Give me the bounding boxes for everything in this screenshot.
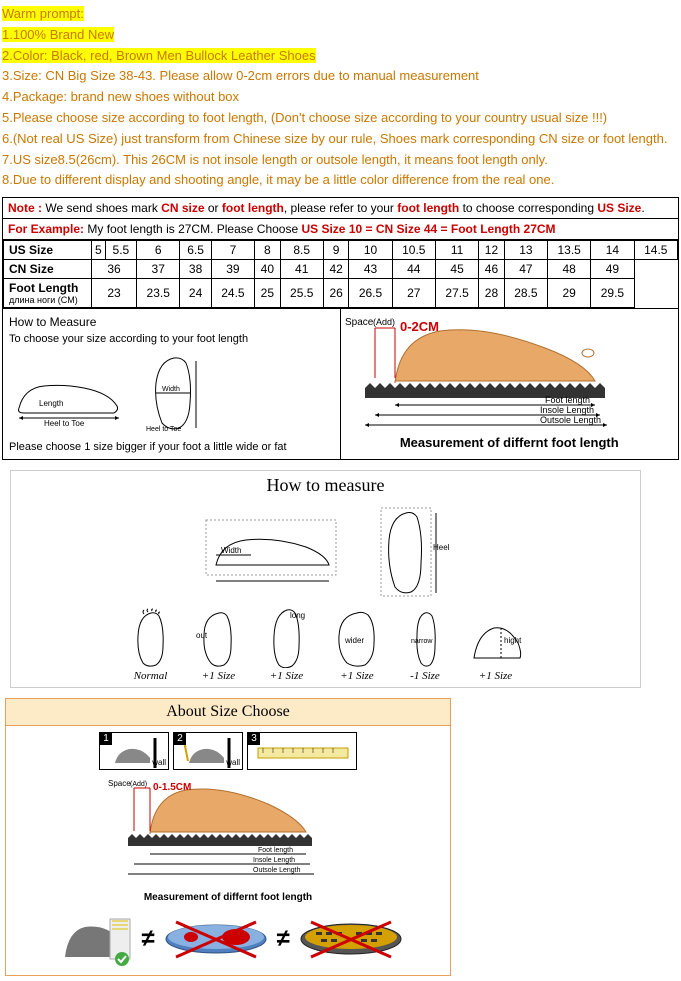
foot-narrow-icon: narrow xyxy=(403,608,448,668)
measure-left-line1: To choose your size according to your fo… xyxy=(9,333,334,345)
svg-text:Width: Width xyxy=(221,546,241,555)
warm-prompt-block: Warm prompt: 1.100% Brand New 2.Color: B… xyxy=(0,0,681,195)
step-1: 1 wall xyxy=(99,732,169,770)
htm-row1: Width Heel to Toe xyxy=(201,505,451,600)
step3-icon xyxy=(248,733,358,771)
svg-text:narrow: narrow xyxy=(411,638,433,645)
foot-long-icon: long xyxy=(262,608,312,668)
svg-text:(Add): (Add) xyxy=(373,317,395,327)
note-line-2: For Example: My foot length is 27CM. Ple… xyxy=(3,219,678,240)
sock-foot-icon xyxy=(50,909,135,969)
size-table: US Size 55.566.5788.591010.511121313.514… xyxy=(3,240,678,308)
fl-label: Foot Lengthдлина ноги (CM) xyxy=(4,279,92,308)
svg-text:Length: Length xyxy=(39,399,63,408)
foot-top-outline-icon: Heel to Toe xyxy=(371,505,451,600)
warm-prompt-title: Warm prompt: xyxy=(2,4,679,25)
foot-measurement-diagram: Space (Add) 0-2CM Foot length Insole Len… xyxy=(345,313,645,433)
measure-right-caption: Measurement of differnt foot length xyxy=(345,435,675,450)
svg-text:Insole Length: Insole Length xyxy=(540,405,594,415)
svg-text:out: out xyxy=(196,631,208,640)
foot-hight-icon: hight xyxy=(466,608,526,668)
neq-row: ≠ ≠ xyxy=(50,909,405,969)
about-size-title: About Size Choose xyxy=(6,699,450,726)
size-chart-block: Note : We send shoes mark CN size or foo… xyxy=(2,197,679,460)
svg-text:Insole Length: Insole Length xyxy=(253,857,295,864)
foot-wider: wider +1 Size xyxy=(330,608,385,682)
foot-normal-icon xyxy=(126,608,176,668)
step-3: 3 xyxy=(247,732,357,770)
note-line-1: Note : We send shoes mark CN size or foo… xyxy=(3,198,678,219)
foot-wider-icon: wider xyxy=(330,608,385,668)
foot-normal: Normal xyxy=(126,608,176,682)
foot-hight: hight +1 Size xyxy=(466,608,526,682)
foot-out: out +1 Size xyxy=(194,608,244,682)
warm-line-5: 5.Please choose size according to foot l… xyxy=(2,108,679,129)
about-size-body: 1 wall 2 wall 3 Space (Add) xyxy=(6,726,450,975)
svg-text:Space: Space xyxy=(345,317,374,328)
svg-text:Foot length: Foot length xyxy=(545,395,590,405)
svg-text:wider: wider xyxy=(344,636,364,645)
foot-out-icon: out xyxy=(194,608,244,668)
about-caption: Measurement of differnt foot length xyxy=(144,892,312,903)
how-to-measure-block: How to measure Width Heel to Toe Normal xyxy=(10,470,641,688)
foot-long: long +1 Size xyxy=(262,608,312,682)
warm-line-2: 2.Color: Black, red, Brown Men Bullock L… xyxy=(2,46,679,67)
measure-right: Space (Add) 0-2CM Foot length Insole Len… xyxy=(341,309,679,459)
htm-body: Width Heel to Toe Normal out +1 Size lon… xyxy=(11,500,640,687)
insole-icon xyxy=(161,917,271,962)
outsole-icon xyxy=(296,917,406,962)
foot-diagrams-row: Length Heel to Toe Width Heel to Toe xyxy=(9,353,334,433)
measure-left-bottom: Please choose 1 size bigger if your foot… xyxy=(9,441,334,453)
warm-line-8: 8.Due to different display and shooting … xyxy=(2,170,679,191)
cn-label: CN Size xyxy=(4,260,92,279)
measure-left: How to Measure To choose your size accor… xyxy=(3,309,341,459)
svg-text:0-2CM: 0-2CM xyxy=(400,319,439,334)
step-row: 1 wall 2 wall 3 xyxy=(99,732,357,770)
svg-text:hight: hight xyxy=(504,636,522,645)
step-2: 2 wall xyxy=(173,732,243,770)
svg-text:Heel to Toe: Heel to Toe xyxy=(146,426,181,433)
neq-1: ≠ xyxy=(141,925,154,953)
svg-text:Width: Width xyxy=(162,386,180,393)
svg-text:Outsole Length: Outsole Length xyxy=(540,415,601,425)
warm-line-3: 3.Size: CN Big Size 38-43. Please allow … xyxy=(2,66,679,87)
size-row-us: US Size 55.566.5788.591010.511121313.514… xyxy=(4,241,678,260)
neq-2: ≠ xyxy=(277,925,290,953)
size-row-cn: CN Size 3637383940414243444546474849 xyxy=(4,260,678,279)
foot-narrow: narrow -1 Size xyxy=(403,608,448,682)
svg-text:0-1.5CM: 0-1.5CM xyxy=(153,782,191,793)
svg-text:Outsole Length: Outsole Length xyxy=(253,867,301,874)
size-row-fl: Foot Lengthдлина ноги (CM) 2323.52424.52… xyxy=(4,279,678,308)
svg-text:long: long xyxy=(290,611,305,620)
htm-title: How to measure xyxy=(11,471,640,500)
warm-line-1: 1.100% Brand New xyxy=(2,25,679,46)
htm-row2: Normal out +1 Size long +1 Size wider +1… xyxy=(126,608,526,682)
foot-top-icon: Width Heel to Toe xyxy=(144,353,204,433)
measure-left-title: How to Measure xyxy=(9,315,334,329)
about-size-block: About Size Choose 1 wall 2 wall 3 xyxy=(5,698,451,976)
svg-text:Heel to Toe: Heel to Toe xyxy=(44,419,85,428)
foot-side-icon: Length Heel to Toe xyxy=(9,358,129,428)
warm-line-7: 7.US size8.5(26cm). This 26CM is not ins… xyxy=(2,150,679,171)
svg-text:Space: Space xyxy=(108,779,131,788)
svg-text:Foot length: Foot length xyxy=(258,847,293,854)
warm-line-6: 6.(Not real US Size) just transform from… xyxy=(2,129,679,150)
measure-row: How to Measure To choose your size accor… xyxy=(3,308,678,459)
warm-line-4: 4.Package: brand new shoes without box xyxy=(2,87,679,108)
about-foot-diagram: Space (Add) 0-1.5CM Foot length Insole L… xyxy=(108,776,348,886)
svg-text:(Add): (Add) xyxy=(130,781,147,788)
us-label: US Size xyxy=(4,241,92,260)
foot-side-outline-icon: Width xyxy=(201,515,341,590)
